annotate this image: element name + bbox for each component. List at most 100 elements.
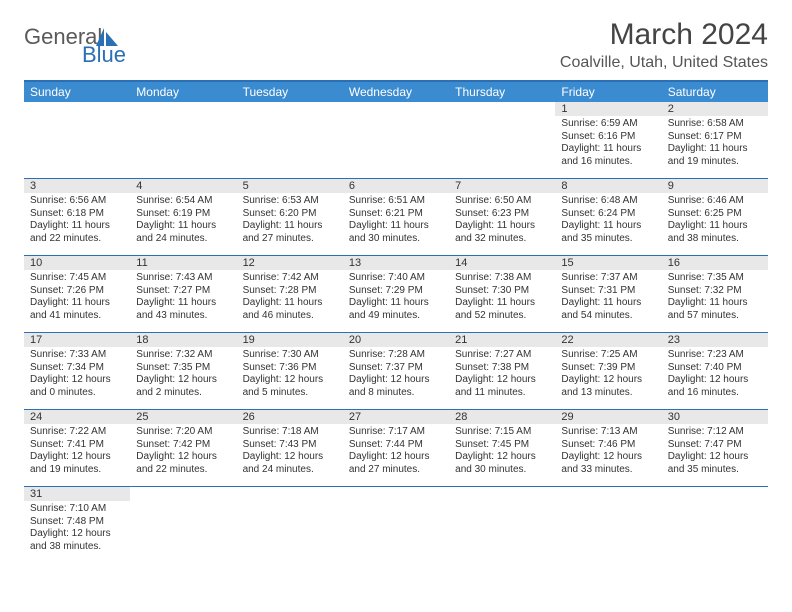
day-detail: Daylight: 12 hours [136, 374, 230, 387]
day-detail: Sunset: 7:32 PM [668, 285, 762, 298]
day-detail: Daylight: 12 hours [30, 528, 124, 541]
day-cell: 14Sunrise: 7:38 AMSunset: 7:30 PMDayligh… [449, 256, 555, 332]
day-detail: and 46 minutes. [243, 310, 337, 323]
day-cell: 25Sunrise: 7:20 AMSunset: 7:42 PMDayligh… [130, 410, 236, 486]
day-detail: Sunrise: 6:56 AM [30, 195, 124, 208]
day-detail: Sunrise: 6:54 AM [136, 195, 230, 208]
day-number: 11 [130, 256, 236, 270]
day-detail: Daylight: 12 hours [561, 451, 655, 464]
day-detail: Sunset: 6:17 PM [668, 131, 762, 144]
day-detail: and 16 minutes. [561, 156, 655, 169]
day-detail: and 16 minutes. [668, 387, 762, 400]
day-detail: Daylight: 12 hours [668, 451, 762, 464]
day-number: 1 [555, 102, 661, 116]
day-detail: Daylight: 11 hours [668, 220, 762, 233]
day-header: Friday [555, 82, 661, 102]
day-detail: and 38 minutes. [30, 541, 124, 554]
day-cell: 8Sunrise: 6:48 AMSunset: 6:24 PMDaylight… [555, 179, 661, 255]
day-detail: Daylight: 11 hours [30, 220, 124, 233]
day-number: 28 [449, 410, 555, 424]
day-cell: 23Sunrise: 7:23 AMSunset: 7:40 PMDayligh… [662, 333, 768, 409]
logo: General Blue [24, 24, 144, 68]
week-row: 31Sunrise: 7:10 AMSunset: 7:48 PMDayligh… [24, 487, 768, 563]
day-detail: Daylight: 11 hours [561, 143, 655, 156]
day-cell [449, 487, 555, 563]
day-number: 2 [662, 102, 768, 116]
day-cell: 2Sunrise: 6:58 AMSunset: 6:17 PMDaylight… [662, 102, 768, 178]
day-detail: Sunset: 7:37 PM [349, 362, 443, 375]
day-detail: and 19 minutes. [668, 156, 762, 169]
day-detail: Sunset: 6:21 PM [349, 208, 443, 221]
day-cell: 26Sunrise: 7:18 AMSunset: 7:43 PMDayligh… [237, 410, 343, 486]
empty-day [449, 487, 555, 502]
day-detail: Daylight: 12 hours [349, 374, 443, 387]
day-number: 24 [24, 410, 130, 424]
day-detail: Daylight: 11 hours [136, 297, 230, 310]
day-detail: and 24 minutes. [136, 233, 230, 246]
day-number: 15 [555, 256, 661, 270]
day-detail: Sunrise: 6:53 AM [243, 195, 337, 208]
empty-day [555, 487, 661, 502]
day-detail: Sunset: 7:45 PM [455, 439, 549, 452]
title-block: March 2024 Coalville, Utah, United State… [560, 18, 768, 72]
day-detail: Sunset: 7:36 PM [243, 362, 337, 375]
day-detail: Sunrise: 7:40 AM [349, 272, 443, 285]
day-cell: 20Sunrise: 7:28 AMSunset: 7:37 PMDayligh… [343, 333, 449, 409]
day-detail: and 19 minutes. [30, 464, 124, 477]
day-detail: and 49 minutes. [349, 310, 443, 323]
day-detail: Sunrise: 6:48 AM [561, 195, 655, 208]
day-number: 23 [662, 333, 768, 347]
day-cell [343, 487, 449, 563]
day-number: 9 [662, 179, 768, 193]
week-row: 3Sunrise: 6:56 AMSunset: 6:18 PMDaylight… [24, 179, 768, 256]
day-cell [24, 102, 130, 178]
day-detail: Daylight: 12 hours [455, 374, 549, 387]
day-detail: Sunset: 7:28 PM [243, 285, 337, 298]
day-number: 8 [555, 179, 661, 193]
day-detail: Daylight: 12 hours [30, 451, 124, 464]
day-detail: Daylight: 12 hours [243, 374, 337, 387]
empty-day [237, 487, 343, 502]
day-detail: Sunrise: 7:18 AM [243, 426, 337, 439]
day-detail: Sunset: 6:24 PM [561, 208, 655, 221]
day-detail: and 22 minutes. [30, 233, 124, 246]
day-cell: 6Sunrise: 6:51 AMSunset: 6:21 PMDaylight… [343, 179, 449, 255]
day-cell [555, 487, 661, 563]
day-detail: Sunrise: 7:23 AM [668, 349, 762, 362]
day-detail: Daylight: 12 hours [349, 451, 443, 464]
location-subtitle: Coalville, Utah, United States [560, 54, 768, 72]
day-detail: Daylight: 11 hours [136, 220, 230, 233]
day-detail: Daylight: 11 hours [455, 297, 549, 310]
day-detail: Sunrise: 6:50 AM [455, 195, 549, 208]
day-cell: 7Sunrise: 6:50 AMSunset: 6:23 PMDaylight… [449, 179, 555, 255]
day-number: 31 [24, 487, 130, 501]
day-detail: Daylight: 11 hours [455, 220, 549, 233]
day-detail: Sunset: 7:27 PM [136, 285, 230, 298]
day-detail: Sunrise: 6:46 AM [668, 195, 762, 208]
day-cell: 19Sunrise: 7:30 AMSunset: 7:36 PMDayligh… [237, 333, 343, 409]
day-detail: Sunset: 7:31 PM [561, 285, 655, 298]
day-detail: Sunrise: 7:13 AM [561, 426, 655, 439]
day-detail: Daylight: 12 hours [455, 451, 549, 464]
empty-day [343, 487, 449, 502]
week-row: 10Sunrise: 7:45 AMSunset: 7:26 PMDayligh… [24, 256, 768, 333]
day-detail: Sunset: 7:46 PM [561, 439, 655, 452]
day-number: 18 [130, 333, 236, 347]
day-cell: 11Sunrise: 7:43 AMSunset: 7:27 PMDayligh… [130, 256, 236, 332]
day-cell [130, 102, 236, 178]
empty-day [237, 102, 343, 117]
day-cell [237, 487, 343, 563]
day-header: Thursday [449, 82, 555, 102]
day-number: 19 [237, 333, 343, 347]
week-row: 17Sunrise: 7:33 AMSunset: 7:34 PMDayligh… [24, 333, 768, 410]
day-cell: 13Sunrise: 7:40 AMSunset: 7:29 PMDayligh… [343, 256, 449, 332]
day-detail: Sunset: 7:38 PM [455, 362, 549, 375]
day-detail: Sunset: 6:25 PM [668, 208, 762, 221]
empty-day [130, 102, 236, 117]
day-detail: and 2 minutes. [136, 387, 230, 400]
day-number: 21 [449, 333, 555, 347]
day-detail: Sunrise: 7:25 AM [561, 349, 655, 362]
day-detail: and 52 minutes. [455, 310, 549, 323]
empty-day [449, 102, 555, 117]
day-detail: Sunset: 7:29 PM [349, 285, 443, 298]
